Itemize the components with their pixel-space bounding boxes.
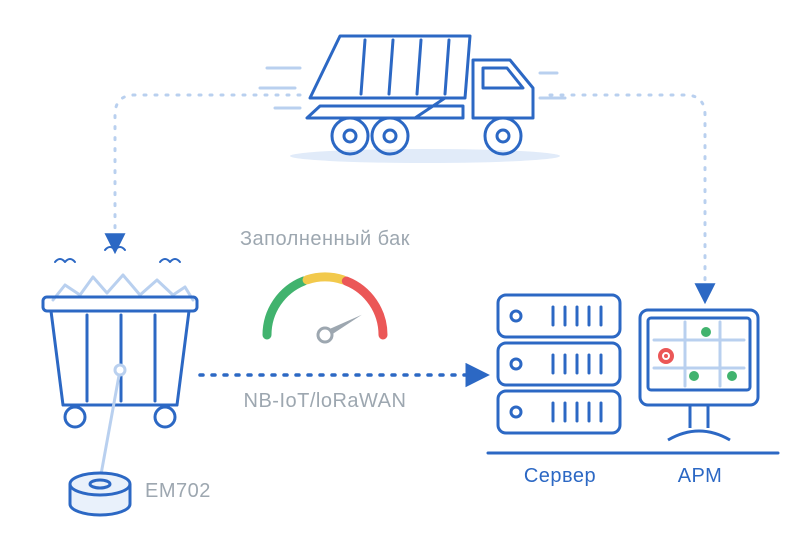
fill-level-gauge [267, 277, 383, 342]
truck-icon [260, 36, 565, 163]
sensor-icon [70, 473, 130, 515]
gauge-title-label: Заполненный бак [220, 228, 430, 251]
feedback-path-left [115, 95, 300, 250]
arm-label: АРМ [655, 465, 745, 488]
server-label: Сервер [500, 465, 620, 488]
sensor-label: EM702 [145, 480, 235, 503]
workstation-icon [640, 310, 758, 440]
feedback-path-right [550, 95, 705, 300]
waste-bin-icon [43, 247, 197, 427]
protocol-label: NB-IoT/loRaWAN [225, 390, 425, 413]
sensor-tether [100, 370, 120, 480]
